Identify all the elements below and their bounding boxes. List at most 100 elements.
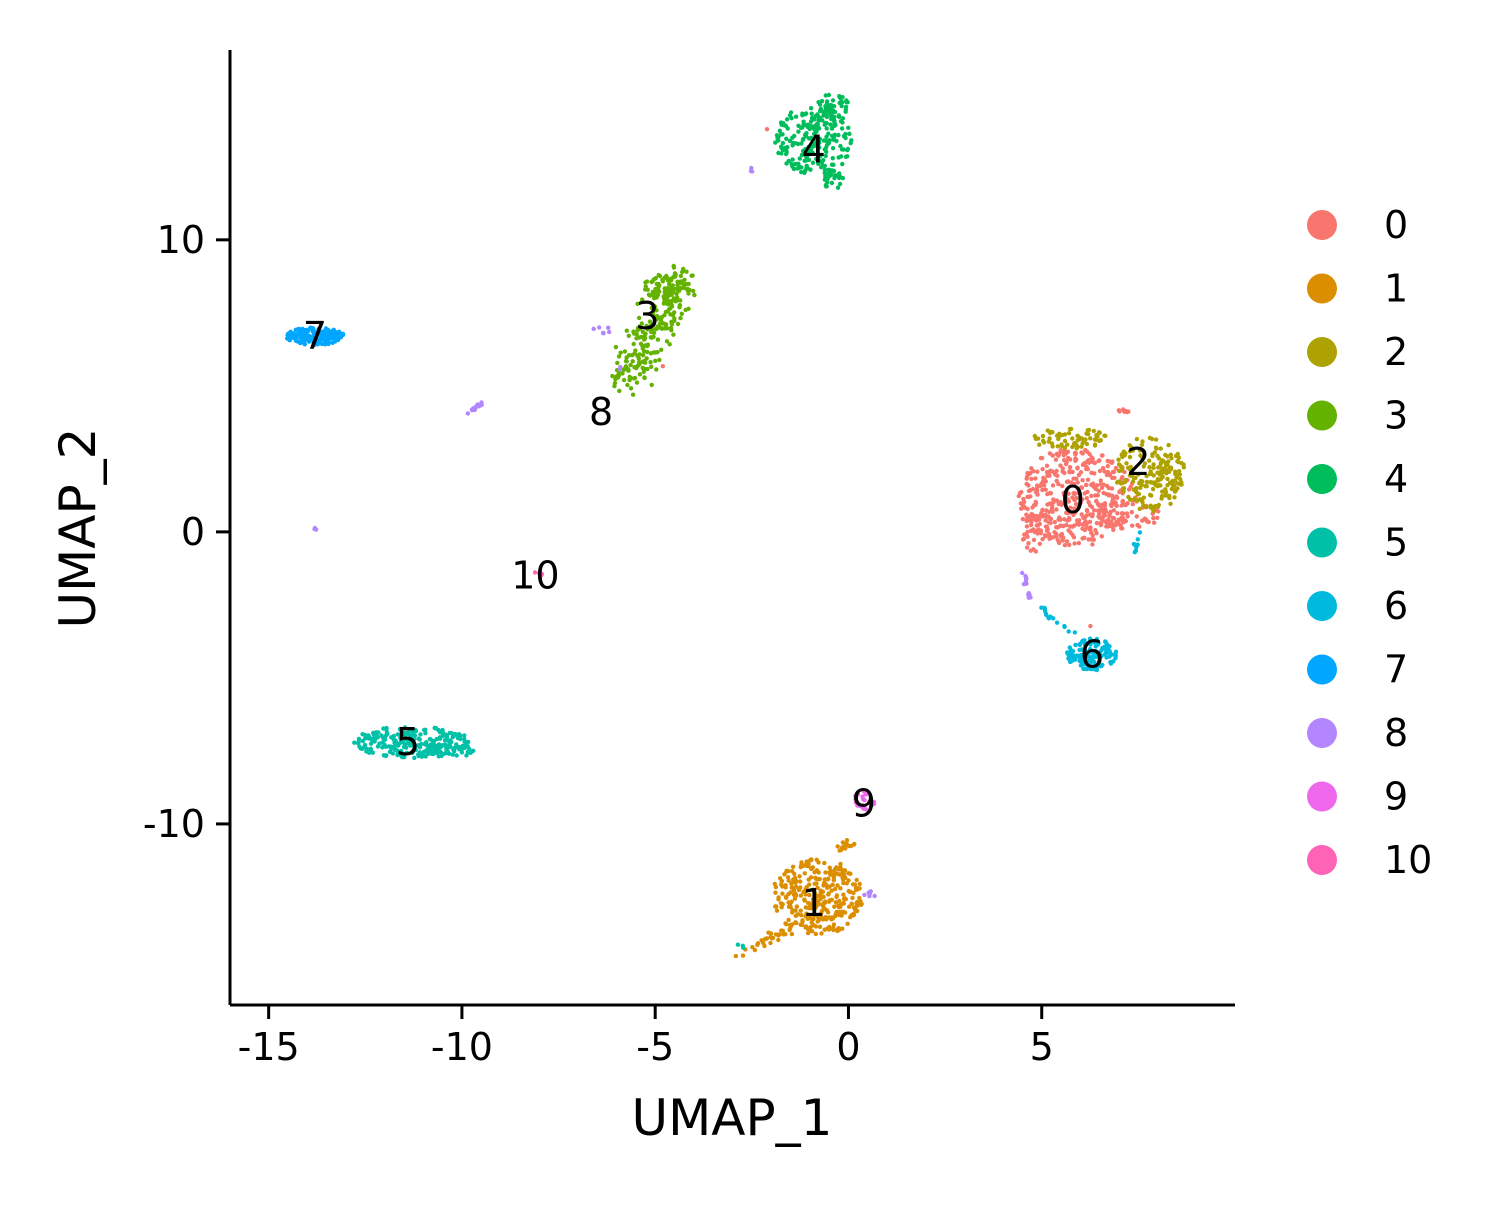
cell-point-cluster-0 [1104, 524, 1109, 529]
cell-point-cluster-5 [462, 739, 468, 744]
cell-point-cluster-0 [1035, 492, 1040, 497]
cell-point-cluster-3 [623, 364, 629, 369]
cell-point-cluster-5 [390, 751, 396, 756]
cell-point-cluster-0 [1146, 519, 1151, 525]
cell-point-cluster-3 [679, 311, 684, 316]
cell-point-cluster-3 [678, 315, 683, 321]
cell-point-cluster-6 [1042, 606, 1048, 611]
cell-point-cluster-1 [805, 930, 811, 936]
cell-point-cluster-3 [649, 323, 655, 328]
cell-point-cluster-0 [1120, 515, 1125, 520]
cell-point-cluster-5 [364, 749, 369, 754]
cell-point-cluster-4 [832, 120, 837, 126]
cell-point-cluster-0 [1098, 478, 1104, 483]
cell-point-cluster-1 [851, 912, 856, 918]
cell-point-cluster-5 [375, 735, 381, 740]
cell-point-cluster-2 [1121, 489, 1126, 494]
cell-point-cluster-3 [665, 326, 670, 331]
cell-point-cluster-4 [809, 115, 815, 121]
cell-point-cluster-3 [658, 317, 664, 322]
cell-point-cluster-1 [815, 899, 821, 904]
cell-point-cluster-0 [1022, 532, 1027, 537]
y-axis-title: UMAP_2 [49, 428, 107, 629]
cell-point-cluster-1 [799, 922, 805, 927]
cell-point-cluster-0 [764, 127, 770, 132]
cell-point-cluster-5 [467, 747, 472, 752]
cell-point-cluster-2 [1149, 436, 1155, 442]
cell-point-cluster-1 [793, 913, 798, 918]
cell-point-cluster-1 [733, 953, 739, 959]
x-axis-title: UMAP_1 [632, 1089, 833, 1147]
cell-point-cluster-2 [1096, 430, 1102, 435]
cell-point-cluster-0 [1037, 541, 1043, 546]
cell-point-cluster-0 [1111, 508, 1117, 513]
cell-point-cluster-5 [397, 726, 403, 732]
cell-point-cluster-1 [857, 886, 862, 891]
cell-point-cluster-6 [1090, 649, 1095, 654]
cell-point-cluster-4 [785, 126, 790, 131]
cell-point-cluster-5 [438, 744, 444, 750]
cell-point-cluster-6 [1106, 648, 1112, 653]
cell-point-cluster-6 [1090, 665, 1095, 671]
cell-point-cluster-0 [1130, 523, 1135, 528]
x-tick-label: -10 [431, 1025, 493, 1069]
cell-point-cluster-0 [1030, 486, 1036, 492]
cell-point-cluster-2 [1144, 479, 1150, 485]
cell-point-cluster-0 [1084, 482, 1089, 488]
cell-point-cluster-0 [1089, 493, 1094, 499]
cell-point-cluster-0 [1075, 465, 1080, 470]
cell-point-cluster-2 [1091, 428, 1097, 434]
cell-point-cluster-3 [665, 298, 670, 303]
cell-point-cluster-0 [1053, 457, 1059, 462]
cell-point-cluster-4 [823, 174, 828, 179]
cell-point-cluster-3 [645, 327, 650, 332]
cell-point-cluster-4 [779, 120, 784, 126]
cell-point-cluster-2 [1138, 485, 1143, 490]
cell-point-cluster-1 [831, 922, 837, 927]
cell-point-cluster-3 [668, 278, 674, 283]
cell-point-cluster-0 [1019, 489, 1024, 495]
cell-point-cluster-5 [440, 733, 446, 738]
cell-point-cluster-2 [1139, 498, 1145, 503]
cell-point-cluster-0 [1094, 520, 1100, 526]
cell-point-cluster-0 [1040, 466, 1045, 472]
cluster-labels-layer: 0 1 2 3 4 5 6 7 8 9 10 [303, 127, 1151, 924]
legend-swatch-7 [1307, 654, 1337, 685]
legend-label-6: 6 [1384, 584, 1408, 628]
cell-point-cluster-0 [1021, 496, 1026, 502]
cell-point-cluster-4 [839, 103, 844, 109]
cell-point-cluster-3 [671, 332, 676, 337]
cell-point-cluster-5 [423, 727, 428, 732]
cell-point-cluster-6 [1069, 652, 1074, 657]
cell-point-cluster-9 [855, 792, 861, 797]
cell-point-cluster-5 [383, 744, 388, 749]
cell-point-cluster-3 [624, 328, 629, 333]
cell-point-cluster-3 [644, 279, 650, 284]
ticks-layer: -15 -10 -5 0 5 -10 0 10 [143, 218, 1054, 1069]
cell-point-cluster-2 [1156, 502, 1162, 508]
cell-point-cluster-5 [446, 738, 451, 743]
legend-swatch-10 [1307, 845, 1337, 875]
cell-point-cluster-1 [821, 883, 826, 888]
cell-point-cluster-3 [617, 388, 622, 394]
cell-point-cluster-4 [836, 155, 841, 160]
cell-point-cluster-0 [1056, 453, 1061, 458]
cell-point-cluster-1 [847, 889, 852, 895]
cell-point-cluster-0 [1092, 460, 1098, 466]
legend-label-1: 1 [1384, 267, 1408, 311]
cell-point-cluster-4 [808, 135, 814, 141]
cell-point-cluster-1 [816, 893, 822, 899]
cell-point-cluster-1 [773, 904, 778, 909]
cell-point-cluster-0 [1048, 491, 1054, 496]
cell-point-cluster-4 [826, 131, 831, 136]
cell-point-cluster-2 [1092, 437, 1098, 442]
cell-point-cluster-3 [651, 350, 656, 355]
cell-point-cluster-0 [1088, 623, 1093, 629]
cell-point-cluster-2 [1156, 477, 1162, 483]
cell-point-cluster-1 [799, 913, 804, 918]
cell-point-cluster-6 [1102, 646, 1108, 651]
cell-point-cluster-1 [851, 890, 856, 896]
cell-point-cluster-6 [1107, 644, 1112, 649]
cell-point-cluster-0 [1025, 529, 1030, 535]
cell-point-cluster-5 [356, 741, 361, 746]
